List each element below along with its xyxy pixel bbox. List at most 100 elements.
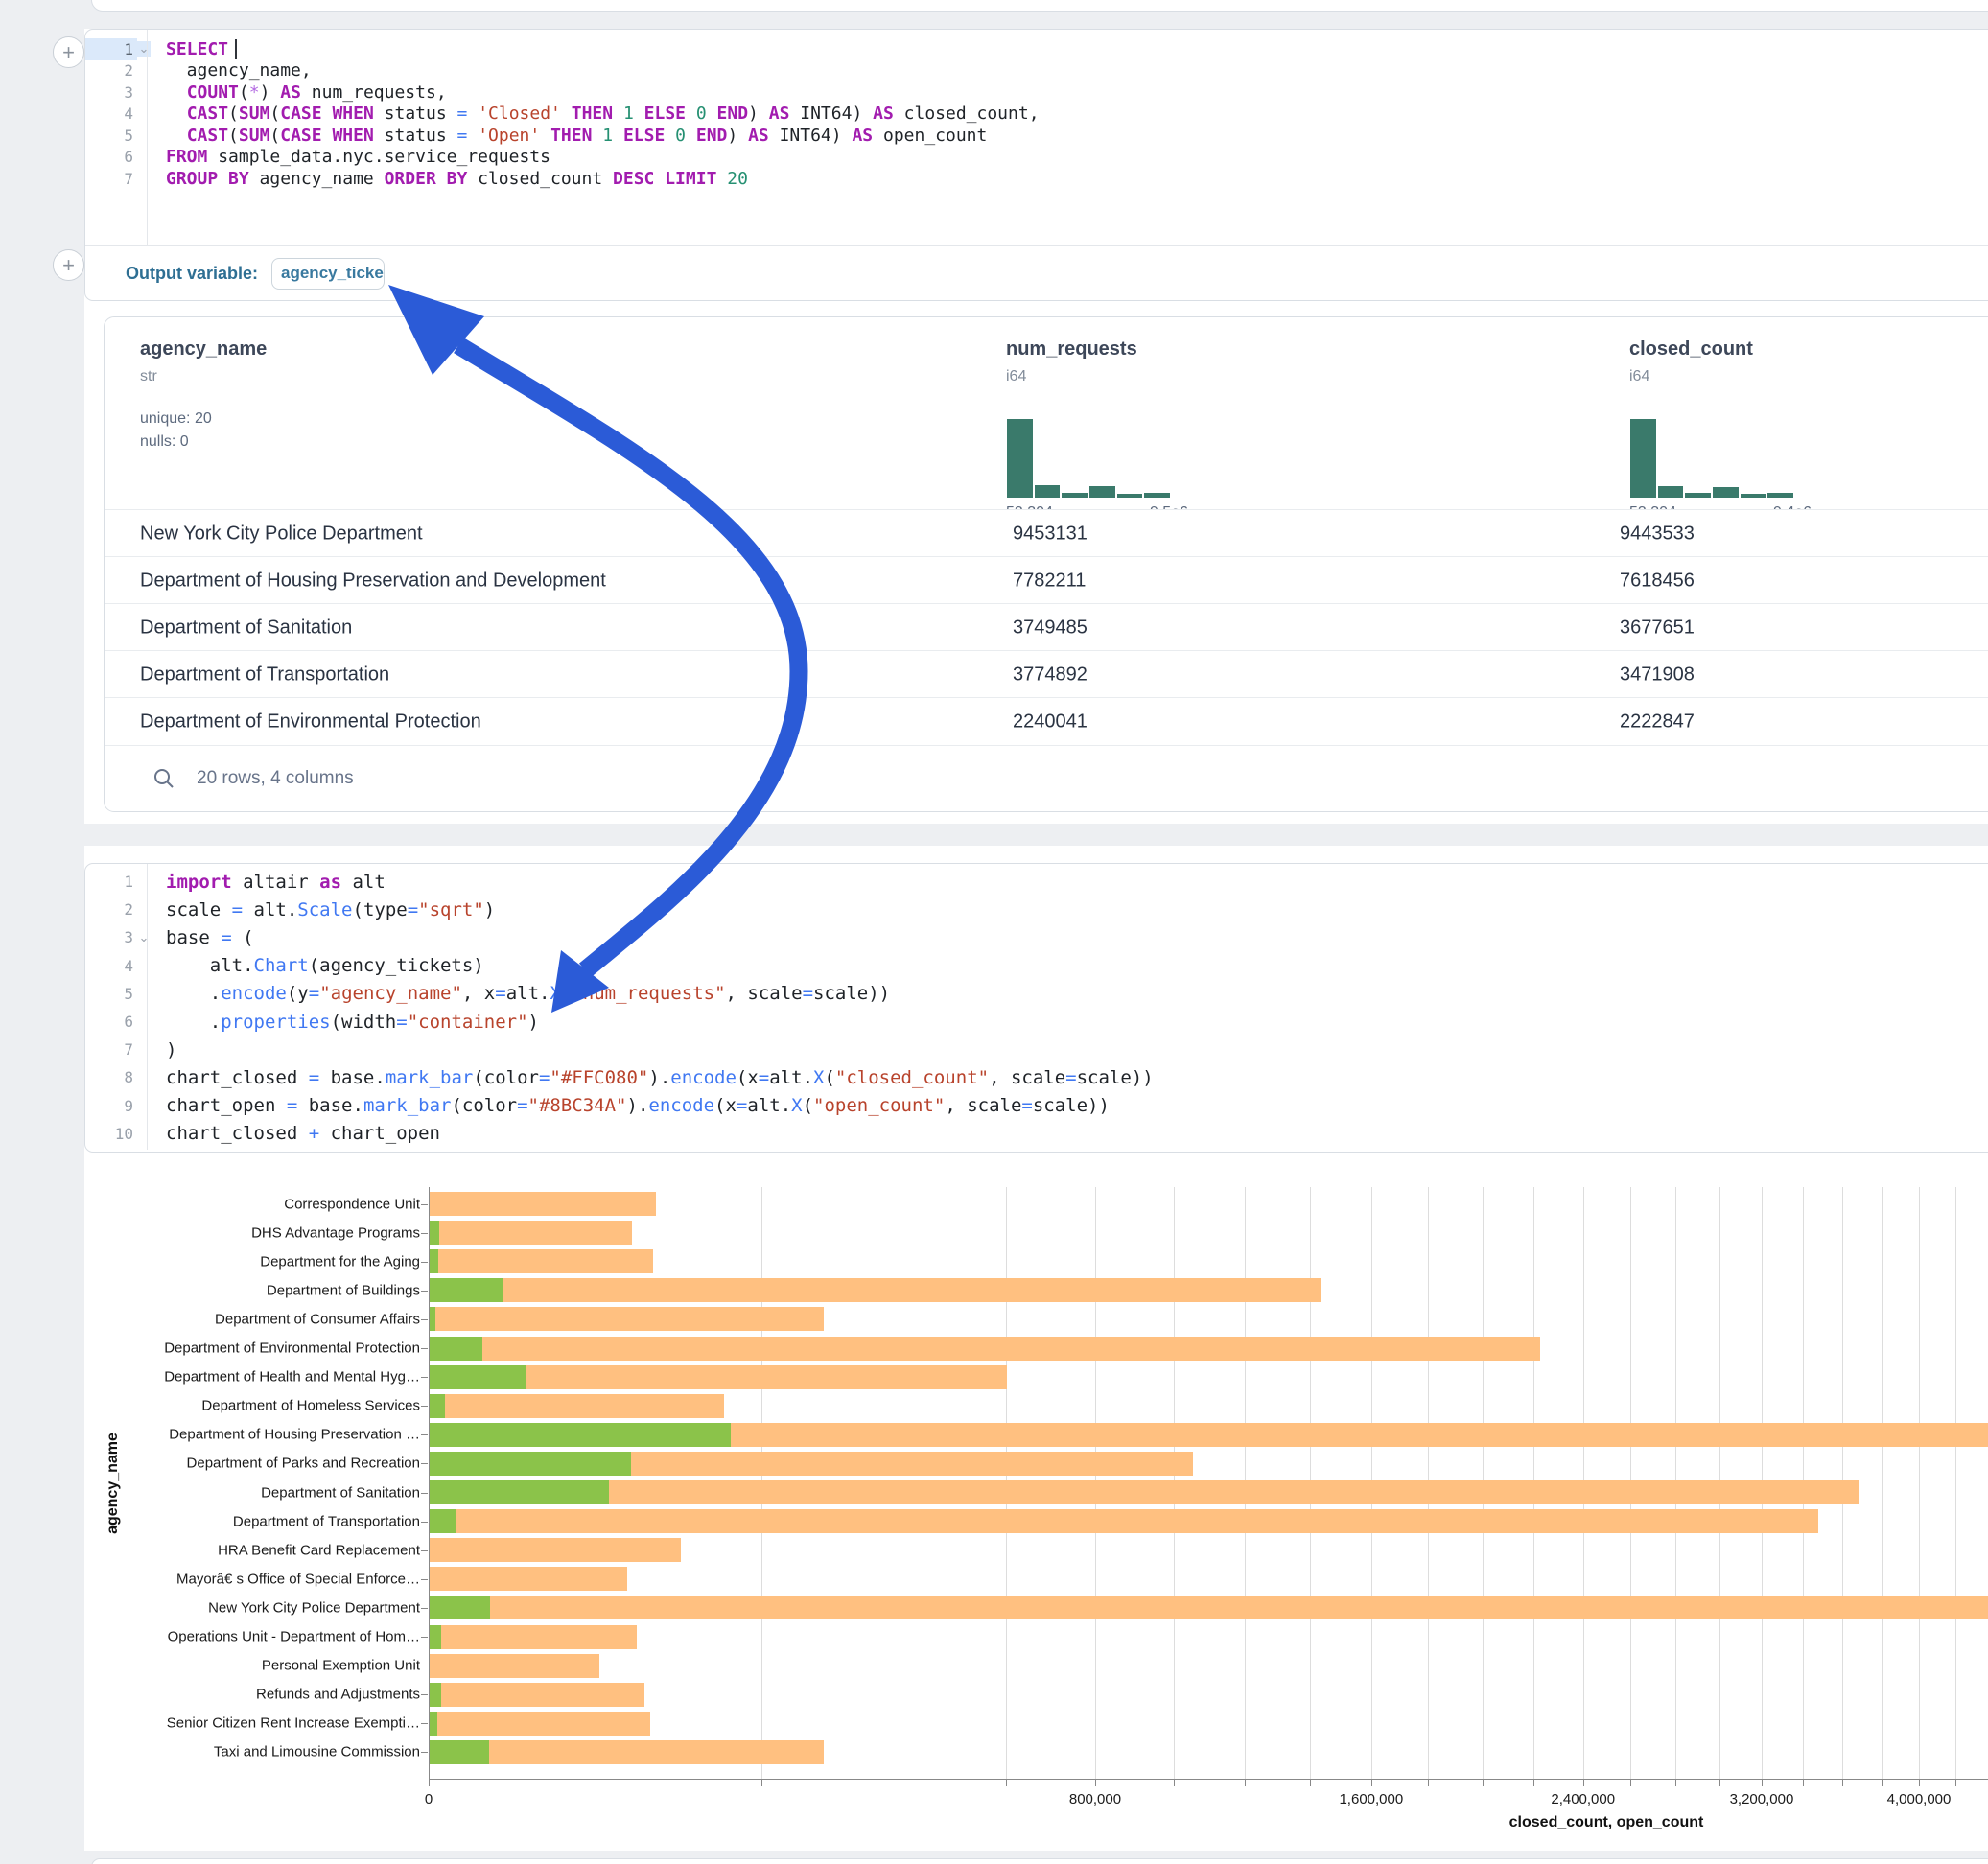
chart-bar-closed_count[interactable]	[430, 1654, 599, 1678]
output-variable-pill[interactable]: agency_tickets	[271, 258, 385, 290]
code-line[interactable]: 3⌄base = (	[85, 923, 1988, 951]
chart-bar-closed_count[interactable]	[430, 1538, 681, 1562]
code-token: DESC	[613, 169, 654, 189]
code-line[interactable]: 5 CAST(SUM(CASE WHEN status = 'Open' THE…	[85, 125, 1988, 147]
code-line[interactable]: 10chart_closed + chart_open	[85, 1120, 1988, 1148]
code-line[interactable]: 4 CAST(SUM(CASE WHEN status = 'Closed' T…	[85, 104, 1988, 126]
code-line[interactable]: 2scale = alt.Scale(type="sqrt")	[85, 896, 1988, 923]
code-text: scale = alt.Scale(type="sqrt")	[151, 899, 495, 920]
chart-bar-closed_count[interactable]	[430, 1307, 824, 1331]
code-token: Chart	[254, 955, 309, 976]
code-token	[561, 104, 572, 124]
table-row[interactable]: Department of Housing Preservation and D…	[105, 556, 1988, 604]
python-code-lines[interactable]: 1import altair as alt2scale = alt.Scale(…	[85, 864, 1988, 1148]
code-line[interactable]: 6FROM sample_data.nyc.service_requests	[85, 147, 1988, 169]
table-cell: New York City Police Department	[140, 523, 423, 545]
x-axis-tick	[1803, 1780, 1804, 1786]
table-row[interactable]: Department of Transportation377489234719…	[105, 650, 1988, 698]
chart-bar-closed_count[interactable]	[430, 1625, 637, 1649]
chart-bar-open_count[interactable]	[430, 1452, 631, 1476]
code-line[interactable]: 6 .properties(width="container")	[85, 1008, 1988, 1036]
code-token: scale))	[813, 983, 890, 1004]
y-axis-tick	[421, 1406, 428, 1407]
chart-bar-closed_count[interactable]	[430, 1509, 1818, 1533]
chart-bar-open_count[interactable]	[430, 1249, 438, 1273]
python-cell-editor[interactable]: 1import altair as alt2scale = alt.Scale(…	[84, 863, 1988, 1153]
fold-chevron-icon[interactable]: ⌄	[137, 41, 151, 57]
table-row[interactable]: Department of Environmental Protection22…	[105, 697, 1988, 745]
code-line[interactable]: 3 COUNT(*) AS num_requests,	[85, 82, 1988, 104]
chart-bar-closed_count[interactable]	[430, 1278, 1321, 1302]
chart-bar-closed_count[interactable]	[430, 1683, 644, 1707]
chart-bar-closed_count[interactable]	[430, 1337, 1540, 1361]
x-axis-tick	[1483, 1780, 1484, 1786]
code-line[interactable]: 7)	[85, 1036, 1988, 1063]
chart-bar-open_count[interactable]	[430, 1683, 441, 1707]
code-line[interactable]: 1import altair as alt	[85, 868, 1988, 896]
chart-bar-open_count[interactable]	[430, 1480, 609, 1504]
code-token: chart_closed	[166, 1067, 309, 1088]
x-axis-tick-label: 800,000	[1069, 1791, 1121, 1807]
code-token: END	[696, 126, 728, 146]
chart-bar-open_count[interactable]	[430, 1596, 490, 1619]
chart-bar-open_count[interactable]	[430, 1365, 526, 1389]
column-header-num_requests[interactable]: num_requestsi6453,3049.5e6	[1006, 338, 1188, 522]
chart-bar-open_count[interactable]	[430, 1278, 503, 1302]
y-axis-title: agency_name	[105, 1433, 122, 1534]
chart-bar-open_count[interactable]	[430, 1337, 482, 1361]
column-header-agency_name[interactable]: agency_namestrunique: 20nulls: 0	[140, 338, 267, 451]
column-header-closed_count[interactable]: closed_counti6453,3049.4e6	[1629, 338, 1812, 522]
chart-bar-closed_count[interactable]	[430, 1394, 724, 1418]
table-row[interactable]: New York City Police Department945313194…	[105, 509, 1988, 557]
chart-bar-open_count[interactable]	[430, 1740, 489, 1764]
chart-bar-closed_count[interactable]	[430, 1221, 632, 1245]
x-axis-tick-label: 0	[425, 1791, 433, 1807]
chart-bar-closed_count[interactable]	[430, 1480, 1859, 1504]
code-token: END	[717, 104, 749, 124]
line-number: 6	[85, 1008, 137, 1036]
chart-bar-closed_count[interactable]	[430, 1596, 1988, 1619]
add-cell-button-top[interactable]: +	[53, 36, 84, 68]
code-line[interactable]: 5 .encode(y="agency_name", x=alt.X("num_…	[85, 980, 1988, 1008]
chart-bar-open_count[interactable]	[430, 1509, 456, 1533]
table-row[interactable]: Department of Sanitation37494853677651	[105, 603, 1988, 651]
code-token	[540, 126, 550, 146]
table-cell: 2222847	[1620, 711, 1695, 733]
search-icon[interactable]	[152, 767, 175, 790]
chart-bar-closed_count[interactable]	[430, 1249, 653, 1273]
chart-bar-open_count[interactable]	[430, 1423, 731, 1447]
chart-bar-open_count[interactable]	[430, 1307, 435, 1331]
code-text: .encode(y="agency_name", x=alt.X("num_re…	[151, 983, 890, 1004]
chart-bar-open_count[interactable]	[430, 1221, 439, 1245]
chart-bar-open_count[interactable]	[430, 1394, 445, 1418]
x-axis-tick	[1428, 1780, 1429, 1786]
code-line[interactable]: 1⌄SELECT	[85, 38, 1988, 60]
code-token: alt	[341, 872, 386, 893]
chart-bar-open_count[interactable]	[430, 1625, 441, 1649]
code-token: (x	[737, 1067, 759, 1088]
code-token: =	[221, 927, 231, 948]
code-text: chart_open = base.mark_bar(color="#8BC34…	[151, 1095, 1110, 1116]
chart-bar-closed_count[interactable]	[430, 1567, 627, 1591]
code-token: alt.	[506, 983, 550, 1004]
code-token: )	[484, 899, 495, 920]
code-token: =	[1065, 1067, 1076, 1088]
table-cell: 9443533	[1620, 523, 1695, 545]
fold-chevron-icon[interactable]: ⌄	[137, 930, 151, 945]
code-token: 1	[602, 126, 613, 146]
code-line[interactable]: 4 alt.Chart(agency_tickets)	[85, 952, 1988, 980]
code-line[interactable]: 9chart_open = base.mark_bar(color="#8BC3…	[85, 1092, 1988, 1120]
column-name: num_requests	[1006, 338, 1188, 361]
add-cell-button-middle[interactable]: +	[53, 249, 84, 281]
sql-code-lines[interactable]: 1⌄SELECT2 agency_name,3 COUNT(*) AS num_…	[85, 30, 1988, 190]
code-line[interactable]: 8chart_closed = base.mark_bar(color="#FF…	[85, 1063, 1988, 1091]
chart-bar-closed_count[interactable]	[430, 1712, 650, 1736]
sql-cell-editor[interactable]: 1⌄SELECT2 agency_name,3 COUNT(*) AS num_…	[84, 29, 1988, 301]
code-line[interactable]: 7GROUP BY agency_name ORDER BY closed_co…	[85, 168, 1988, 190]
y-axis-tick	[421, 1608, 428, 1609]
y-axis-label: Department of Transportation	[104, 1513, 420, 1529]
chart-bar-open_count[interactable]	[430, 1712, 437, 1736]
chart-bar-closed_count[interactable]	[430, 1192, 656, 1216]
code-text: COUNT(*) AS num_requests,	[151, 82, 447, 103]
code-line[interactable]: 2 agency_name,	[85, 60, 1988, 82]
